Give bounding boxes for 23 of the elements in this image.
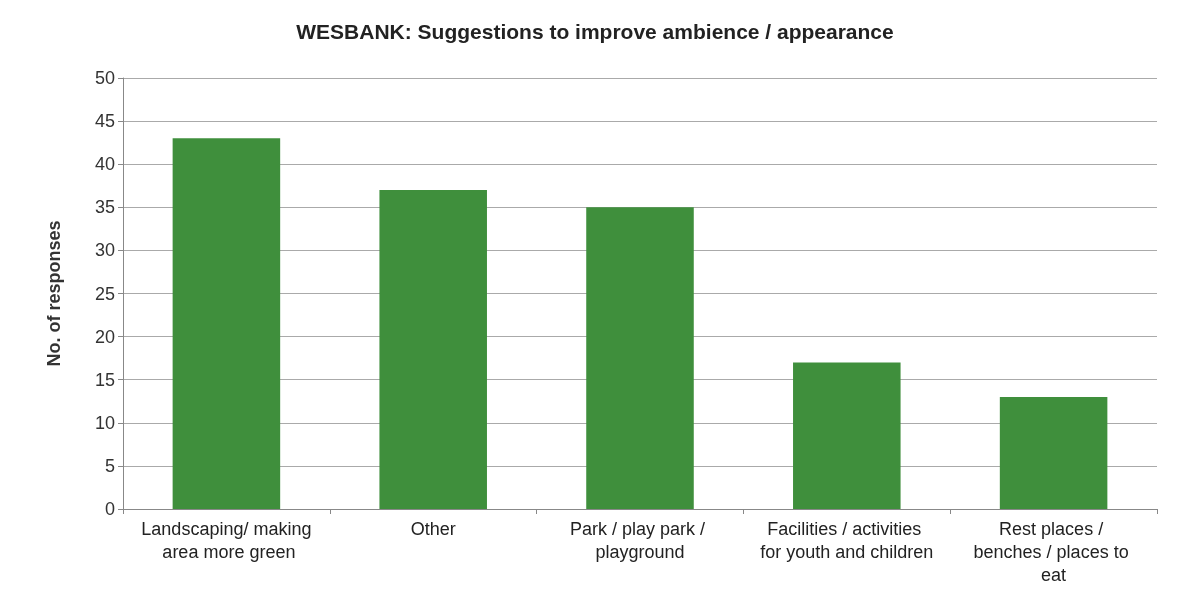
y-tick-label: 25 [94,283,115,304]
x-tick-label: Rest places / benches / places to eat [973,518,1134,585]
bar [379,190,487,509]
bar [172,138,281,509]
bar [999,396,1108,509]
y-tick-label: 5 [104,455,115,476]
y-tick-label: 10 [94,412,115,433]
x-tick-label: Facilities / activities for youth and children [760,518,934,562]
x-tick-label: Park / play park / playground [569,518,711,562]
y-tick-label: 15 [94,369,115,390]
x-tick-label: Other [410,518,456,539]
bar [793,362,901,509]
x-tick-label: Landscaping/ making area more green [141,518,312,562]
y-axis-title: No. of responses [44,220,64,367]
y-tick-label: 45 [94,111,115,132]
y-tick-label: 30 [94,240,115,261]
y-tick-label: 50 [94,68,115,88]
bar [586,207,694,509]
y-tick-label: 35 [94,197,115,218]
y-tick-label: 40 [94,154,115,175]
y-tick-label: 20 [94,326,115,347]
chart-title: WESBANK: Suggestions to improve ambience / appearance [296,20,894,43]
y-tick-label: 0 [104,499,115,519]
